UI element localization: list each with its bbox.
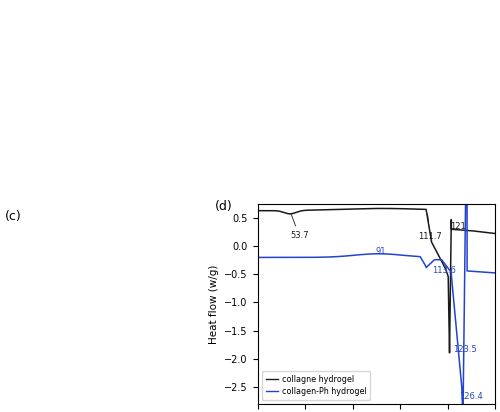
Text: 91: 91 <box>375 247 386 256</box>
Text: 126.4: 126.4 <box>459 392 482 401</box>
Y-axis label: Heat flow (w/g): Heat flow (w/g) <box>208 264 218 344</box>
Legend: collagne hydrogel, collagen-Ph hydrogel: collagne hydrogel, collagen-Ph hydrogel <box>262 371 370 400</box>
Text: 113.6: 113.6 <box>432 266 456 275</box>
Text: 111.7: 111.7 <box>418 214 442 241</box>
Text: 53.7: 53.7 <box>290 214 308 240</box>
Text: 123.5: 123.5 <box>452 345 476 354</box>
Text: 121: 121 <box>450 222 466 231</box>
Text: (c): (c) <box>5 210 22 223</box>
Text: (d): (d) <box>215 200 232 213</box>
